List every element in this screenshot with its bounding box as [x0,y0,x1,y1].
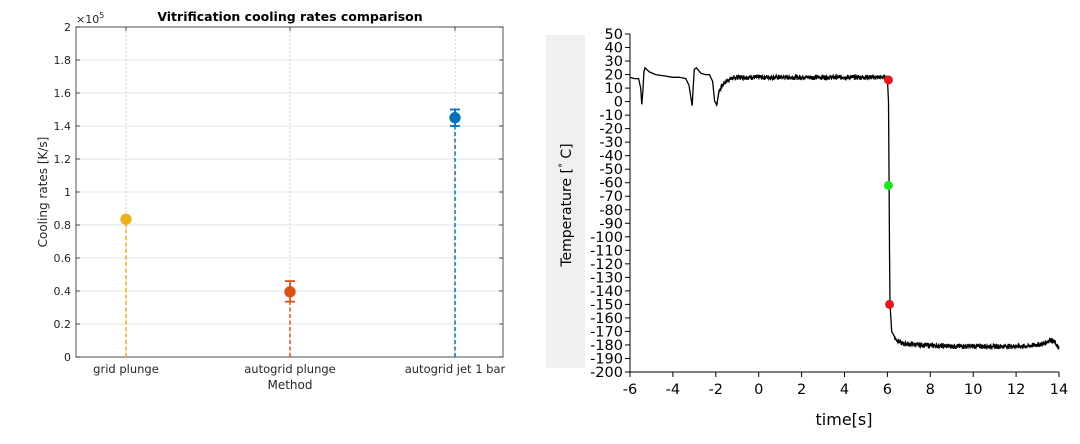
x-tick-label: 12 [1007,382,1025,398]
x-tick-label: autogrid plunge [244,362,336,376]
y-tick-label: -170 [590,324,623,340]
y-tick-label: -140 [590,284,623,300]
marker-point [883,75,893,85]
chart-title: Vitrification cooling rates comparison [157,9,422,24]
temperature-noise [893,334,1060,351]
x-tick-label: 2 [797,382,806,398]
y-tick-label: 40 [605,41,623,57]
x-tick-label: -6 [623,382,637,398]
y-tick-label: -40 [599,149,623,165]
y-tick-label: -100 [590,230,623,246]
y-tick-label: -200 [590,365,623,381]
temperature-noise [715,73,888,108]
y-tick-label: 1 [64,186,71,199]
y-tick-label: -20 [599,122,623,138]
y-tick-label: 0 [64,351,71,364]
y-tick-label: 1.4 [54,120,72,133]
y-tick-label: 1.6 [54,87,72,100]
marker-point [883,180,893,190]
y-axis-label-part: C] [559,143,575,163]
y-tick-label: 0.4 [54,285,72,298]
y-axis-label-part: Temperature [ [559,168,575,268]
x-tick-label: autogrid jet 1 bar [405,362,506,376]
y-tick-label: 0 [614,95,623,111]
y-tick-label: -150 [590,297,623,313]
y-tick-label: -190 [590,351,623,367]
x-tick-label: 4 [840,382,849,398]
x-tick-label: -4 [666,382,680,398]
y-tick-label: -160 [590,311,623,327]
y-tick-label: -130 [590,270,623,286]
y-tick-label: -70 [599,189,623,205]
y-tick-label: -90 [599,216,623,232]
y-axis-label: Temperature [° C] [558,143,575,267]
x-axis-label: time[s] [816,410,873,429]
y-tick-label: 2 [64,21,71,34]
x-tick-label: -2 [709,382,723,398]
y-tick-label: 50 [605,27,623,43]
y-tick-label: -120 [590,257,623,273]
y-tick-label: 10 [605,81,623,97]
y-axis-label-part: ° [558,163,569,168]
y-axis-label-panel [546,35,585,368]
y-tick-label: -50 [599,162,623,178]
temperature-trace [629,66,1060,350]
y-tick-label: 1.8 [54,54,72,67]
y-tick-label: -10 [599,108,623,124]
x-tick-label: 14 [1050,382,1068,398]
x-tick-label: 0 [754,382,763,398]
y-tick-label: 0.8 [54,219,72,232]
data-point [449,112,461,124]
data-point [284,286,296,298]
y-tick-label: -80 [599,203,623,219]
x-tick-label: grid plunge [93,362,159,376]
marker-point [885,299,895,309]
y-tick-label: 0.6 [54,252,72,265]
y-tick-label: 20 [605,68,623,84]
x-tick-label: 10 [964,382,982,398]
x-axis-label: Method [267,378,312,392]
y-tick-label: 0.2 [54,318,72,331]
y-tick-label: -60 [599,176,623,192]
temperature-chart: Temperature [° C]50403020100-10-20-30-40… [546,27,1068,429]
y-exponent-power: 5 [99,11,104,20]
y-axis-label: Cooling rates [K/s] [36,137,50,248]
y-tick-label: -30 [599,135,623,151]
data-point [120,213,132,225]
x-tick-label: 6 [883,382,892,398]
y-exponent-label: ×105 [76,11,104,26]
y-tick-label: -180 [590,338,623,354]
y-tick-label: -110 [590,243,623,259]
y-tick-label: 30 [605,54,623,70]
cooling-rates-chart: 0 0.2 0.4 0.6 0.8 1 1.2 1.4 1.6 1.8 2 ×105 grid plun… [36,9,506,392]
y-tick-label: 1.2 [54,153,72,166]
x-tick-label: 8 [926,382,935,398]
